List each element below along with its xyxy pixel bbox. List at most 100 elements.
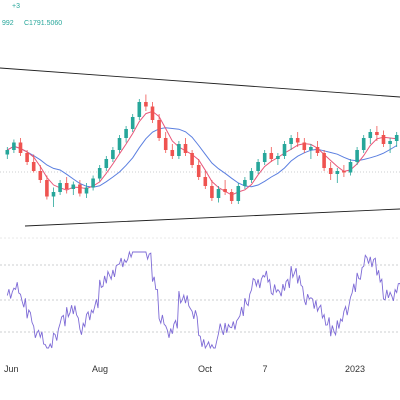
- candle: [243, 177, 247, 189]
- candle-body: [262, 153, 267, 162]
- candle: [394, 132, 399, 147]
- close-label: C1791.5060: [24, 20, 62, 27]
- candle-body: [236, 186, 241, 201]
- oscillator-pane: [0, 250, 400, 350]
- candle-body: [342, 171, 346, 173]
- candle: [38, 165, 43, 183]
- candle: [157, 114, 161, 141]
- candle: [249, 168, 254, 183]
- candle: [335, 168, 340, 183]
- candle-body: [177, 144, 181, 156]
- candle: [368, 129, 373, 144]
- candle-body: [223, 189, 227, 192]
- candle: [163, 132, 168, 153]
- candle-body: [243, 180, 247, 186]
- candle-body: [355, 150, 359, 162]
- candle-body: [45, 180, 49, 197]
- candle-body: [58, 183, 62, 192]
- candle-body: [104, 159, 109, 168]
- candle-body: [183, 144, 188, 153]
- candle: [190, 150, 194, 168]
- candle-body: [322, 153, 326, 168]
- candle-body: [381, 135, 386, 144]
- candle-body: [91, 178, 95, 188]
- candle: [18, 138, 23, 156]
- candle: [117, 135, 122, 153]
- candle-body: [196, 165, 201, 177]
- candle-body: [25, 153, 29, 162]
- candle-body: [117, 138, 122, 150]
- candle-body: [256, 162, 260, 171]
- oscillator-line: [6, 250, 400, 350]
- candle: [210, 180, 214, 201]
- header-ohlc: +3 992 C1791.5060: [2, 3, 62, 27]
- candle: [328, 162, 333, 180]
- candle-body: [335, 171, 340, 174]
- candle-body: [38, 171, 43, 180]
- candle-body: [361, 138, 366, 150]
- candle-body: [31, 162, 36, 171]
- candle-body: [190, 153, 194, 165]
- candle-body: [51, 192, 56, 197]
- candle-body: [348, 162, 353, 173]
- ohlc-fragment-2: 992: [2, 20, 14, 27]
- candle: [97, 165, 102, 182]
- candle-body: [216, 189, 221, 198]
- candle-body: [150, 106, 155, 120]
- candle: [177, 141, 181, 159]
- candle: [12, 139, 16, 153]
- candle: [276, 153, 280, 165]
- upper-trendline: [0, 67, 400, 98]
- candle-body: [12, 142, 16, 150]
- candle: [58, 180, 62, 195]
- candle: [31, 154, 36, 173]
- candle: [183, 138, 188, 156]
- candle-body: [78, 184, 82, 194]
- x-axis: Jun Aug Oct 7 2023: [0, 237, 400, 374]
- candle: [302, 138, 307, 153]
- candle-body: [295, 138, 300, 143]
- x-tick-label: Jun: [4, 364, 19, 374]
- candle: [137, 99, 142, 120]
- candle: [289, 135, 293, 150]
- candle: [64, 177, 69, 194]
- candle-body: [388, 141, 392, 144]
- candle: [130, 114, 135, 132]
- lower-trendline: [24, 208, 400, 227]
- candle: [355, 147, 359, 165]
- candle-body: [394, 135, 399, 141]
- candle: [216, 186, 221, 203]
- candle-body: [144, 102, 148, 107]
- candle-body: [302, 142, 307, 150]
- candle-body: [71, 184, 76, 189]
- ohlc-fragment-1: +3: [12, 3, 20, 10]
- candle-body: [18, 142, 23, 153]
- candle: [342, 165, 346, 177]
- candle: [309, 144, 313, 159]
- candle: [262, 150, 267, 165]
- candle: [223, 180, 227, 195]
- candle: [315, 141, 320, 156]
- candle: [51, 187, 56, 207]
- candle: [322, 150, 326, 171]
- candle: [269, 147, 274, 162]
- candle-body: [249, 171, 254, 180]
- candle-body: [170, 150, 175, 156]
- candle: [71, 181, 76, 195]
- candle-body: [5, 150, 10, 155]
- candle: [381, 130, 386, 147]
- x-tick-label: 7: [262, 364, 267, 374]
- candle-body: [269, 153, 274, 159]
- candle-body: [130, 117, 135, 129]
- candle: [236, 183, 241, 204]
- candle-body: [157, 120, 161, 138]
- moving-average-slow-line: [7, 127, 397, 188]
- candle-body: [124, 129, 128, 138]
- moving-average-fast-line: [7, 110, 397, 196]
- candle-body: [282, 144, 287, 156]
- candle-body: [276, 156, 280, 159]
- candle-body: [203, 177, 208, 186]
- candle: [150, 102, 155, 123]
- candle-body: [368, 132, 373, 138]
- candle: [84, 183, 89, 198]
